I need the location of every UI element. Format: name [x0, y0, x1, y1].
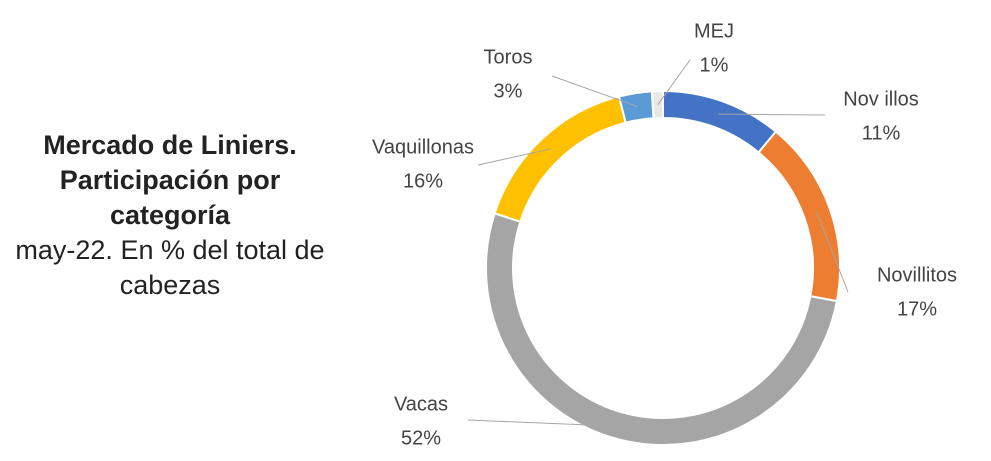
leader-line — [657, 59, 691, 105]
leader-line — [467, 419, 623, 427]
category-label: Vacas — [394, 393, 448, 415]
donut-slice — [617, 90, 655, 124]
category-label: Vaquillonas — [372, 136, 474, 158]
donut-slice — [757, 130, 841, 303]
donut-slice — [662, 89, 778, 154]
value-label: 52% — [401, 427, 441, 449]
leader-line — [477, 148, 552, 166]
leader-line — [816, 212, 849, 293]
donut-slice — [493, 95, 627, 223]
donut-slice — [485, 212, 839, 446]
leader-line — [551, 75, 638, 107]
category-label: Novillitos — [877, 264, 957, 286]
title-block: Mercado de Liniers. Participación por ca… — [10, 128, 330, 303]
value-label: 1% — [700, 54, 729, 76]
value-label: 11% — [862, 122, 901, 144]
value-label: 3% — [494, 80, 523, 102]
category-label: Toros — [484, 46, 533, 68]
donut-slice — [650, 89, 664, 120]
leader-line — [718, 113, 826, 116]
chart-title: Mercado de Liniers. Participación por ca… — [43, 130, 297, 230]
category-label: MEJ — [694, 20, 734, 42]
category-label: Nov illos — [843, 88, 919, 110]
value-label: 16% — [403, 170, 443, 192]
chart-subtitle: may-22. En % del total de cabezas — [15, 235, 325, 300]
value-label: 17% — [897, 298, 937, 320]
